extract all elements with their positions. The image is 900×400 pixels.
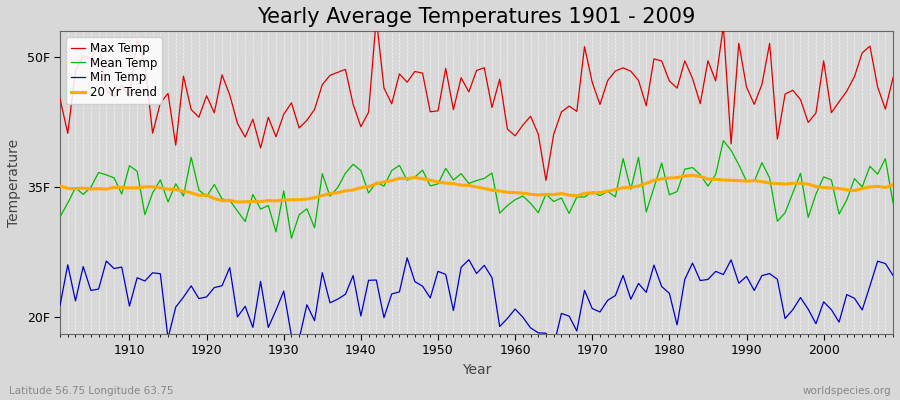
Legend: Max Temp, Mean Temp, Min Temp, 20 Yr Trend: Max Temp, Mean Temp, Min Temp, 20 Yr Tre… xyxy=(66,37,162,104)
Line: Max Temp: Max Temp xyxy=(60,18,893,180)
Max Temp xyxy=(509,134,520,138)
Line: Min Temp: Min Temp xyxy=(60,258,893,346)
Mean Temp xyxy=(116,192,127,196)
Mean Temp xyxy=(518,194,528,198)
Text: Latitude 56.75 Longitude 63.75: Latitude 56.75 Longitude 63.75 xyxy=(9,386,174,396)
Max Temp xyxy=(887,75,898,80)
Mean Temp xyxy=(887,200,898,205)
Min Temp xyxy=(887,273,898,278)
Mean Temp xyxy=(286,236,297,241)
Text: worldspecies.org: worldspecies.org xyxy=(803,386,891,396)
Max Temp xyxy=(518,123,528,128)
X-axis label: Year: Year xyxy=(462,363,491,377)
Max Temp xyxy=(371,16,382,20)
20 Yr Trend xyxy=(232,200,243,204)
Min Temp xyxy=(518,315,528,320)
Title: Yearly Average Temperatures 1901 - 2009: Yearly Average Temperatures 1901 - 2009 xyxy=(257,7,696,27)
Min Temp xyxy=(116,265,127,270)
Min Temp xyxy=(401,256,412,260)
Mean Temp xyxy=(610,194,621,199)
20 Yr Trend xyxy=(340,188,351,193)
Max Temp xyxy=(332,70,343,75)
20 Yr Trend xyxy=(116,185,127,190)
Min Temp xyxy=(55,303,66,308)
Mean Temp xyxy=(718,138,729,143)
Max Temp xyxy=(286,100,297,105)
20 Yr Trend xyxy=(610,187,621,192)
Mean Temp xyxy=(55,214,66,219)
20 Yr Trend xyxy=(887,182,898,187)
Mean Temp xyxy=(509,197,520,202)
Min Temp xyxy=(548,344,559,348)
Max Temp xyxy=(55,96,66,101)
Max Temp xyxy=(541,178,552,183)
Mean Temp xyxy=(340,171,351,176)
Min Temp xyxy=(509,307,520,312)
Min Temp xyxy=(332,297,343,302)
Max Temp xyxy=(617,66,628,70)
Min Temp xyxy=(617,273,628,278)
20 Yr Trend xyxy=(518,191,528,196)
Line: 20 Yr Trend: 20 Yr Trend xyxy=(60,175,893,202)
Y-axis label: Temperature: Temperature xyxy=(7,139,21,227)
20 Yr Trend xyxy=(509,190,520,195)
Line: Mean Temp: Mean Temp xyxy=(60,141,893,238)
Mean Temp xyxy=(293,212,304,217)
20 Yr Trend xyxy=(687,173,698,178)
20 Yr Trend xyxy=(293,197,304,202)
Min Temp xyxy=(286,333,297,338)
20 Yr Trend xyxy=(55,184,66,188)
Max Temp xyxy=(116,83,127,88)
